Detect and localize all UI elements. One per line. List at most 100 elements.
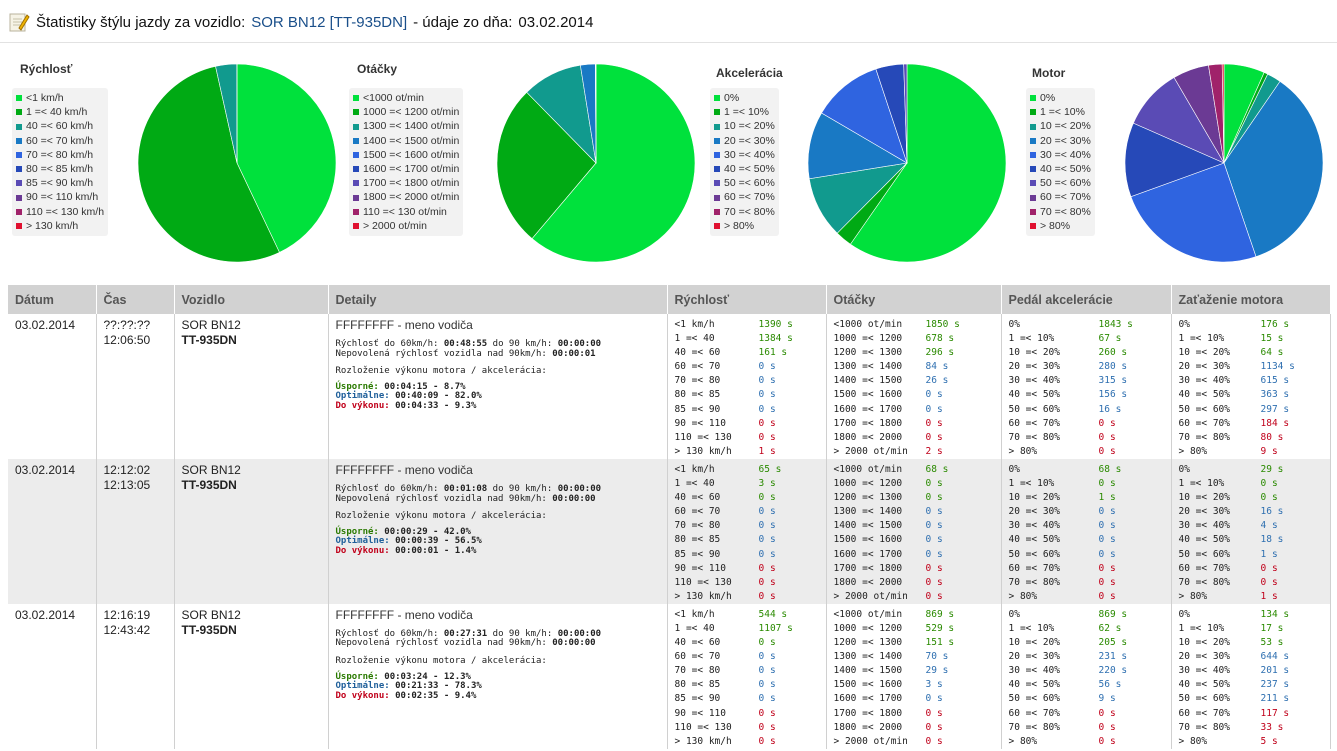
col-header-pedal[interactable]: Pedál akcelerácie [1001, 285, 1172, 314]
legend-item[interactable]: 0% [1030, 91, 1091, 105]
legend-item[interactable]: 110 =< 130 km/h [16, 205, 104, 219]
pie-slice[interactable] [1130, 162, 1257, 263]
legend-label: 60 =< 70 km/h [26, 134, 94, 147]
legend-item[interactable]: <1000 ot/min [353, 91, 459, 105]
legend-item[interactable]: 70 =< 80% [714, 205, 775, 219]
legend-item[interactable]: 10 =< 20% [1030, 119, 1091, 133]
vehicle-link[interactable]: SOR BN12 [TT-935DN] [251, 13, 408, 31]
legend-item[interactable]: 30 =< 40% [1030, 148, 1091, 162]
legend-item[interactable]: 60 =< 70 km/h [16, 134, 104, 148]
cell-time: 12:12:02 12:13:05 [96, 458, 175, 604]
legend-item[interactable]: 70 =< 80% [1030, 205, 1091, 219]
legend-item[interactable]: 1500 =< 1600 ot/min [353, 148, 459, 162]
legend-item[interactable]: 30 =< 40% [714, 148, 775, 162]
legend-item[interactable]: 1000 =< 1200 ot/min [353, 105, 459, 119]
table-row[interactable]: 03.02.2014 12:16:19 12:43:42 SOR BN12 TT-935… [8, 603, 1331, 749]
legend-item[interactable]: 1 =< 10% [1030, 105, 1091, 119]
stat-line: 10 =< 20% 53 s [1179, 636, 1330, 650]
legend-item[interactable]: 90 =< 110 km/h [16, 190, 104, 204]
legend-label: 1500 =< 1600 ot/min [363, 148, 460, 161]
legend-item[interactable]: 20 =< 30% [714, 134, 775, 148]
stat-line: 60 =< 70 0 s [675, 360, 826, 374]
legend-item[interactable]: 40 =< 50% [714, 162, 775, 176]
stat-value: 0 s [925, 389, 943, 401]
vehicle-plate: TT-935DN [181, 477, 237, 492]
stat-line: 0% 869 s [1009, 608, 1171, 622]
legend-item[interactable]: 80 =< 85 km/h [16, 162, 104, 176]
legend-item[interactable]: > 80% [714, 219, 775, 233]
stat-line: 10 =< 20% 1 s [1009, 491, 1171, 505]
legend-item[interactable]: 70 =< 80 km/h [16, 148, 104, 162]
col-header-date[interactable]: Dátum [8, 285, 97, 314]
pie-chart[interactable] [806, 62, 1008, 264]
legend-item[interactable]: 40 =< 60 km/h [16, 119, 104, 133]
pie-slice[interactable] [821, 68, 908, 164]
legend-item[interactable]: > 130 km/h [16, 219, 104, 233]
stat-value: 0 s [758, 375, 776, 387]
pie-chart[interactable] [1123, 62, 1325, 264]
pie-slice[interactable] [1223, 80, 1324, 258]
stat-value: 363 s [1260, 389, 1290, 401]
table-row[interactable]: 03.02.2014 12:12:02 12:13:05 SOR BN12 TT-935… [8, 458, 1331, 604]
pie-slice[interactable] [1221, 63, 1225, 164]
stat-line: 1800 =< 2000 0 s [834, 576, 1001, 590]
legend-item[interactable]: 10 =< 20% [714, 119, 775, 133]
stat-line: 1300 =< 1400 84 s [834, 360, 1001, 374]
legend-item[interactable]: <1 km/h [16, 91, 104, 105]
col-header-load[interactable]: Zaťaženie motora [1171, 285, 1331, 314]
pie-slice[interactable] [236, 63, 337, 253]
legend-item[interactable]: 40 =< 50% [1030, 162, 1091, 176]
stat-range: 40 =< 50% [1008, 389, 1060, 401]
legend-item[interactable]: 20 =< 30% [1030, 134, 1091, 148]
table-row[interactable]: 03.02.2014??:??:?? 12:06:50 SOR BN12 TT-935… [8, 314, 1331, 459]
pie-chart[interactable] [136, 62, 338, 264]
stat-line: 1 =< 10% 17 s [1179, 622, 1330, 636]
legend-item[interactable]: 60 =< 70% [714, 190, 775, 204]
pie-slice[interactable] [137, 65, 280, 263]
pie-slice[interactable] [1124, 122, 1225, 198]
stat-value: 0 s [1098, 445, 1116, 457]
stat-range: 30 =< 40% [1008, 375, 1060, 387]
pie-slice[interactable] [531, 63, 696, 263]
col-header-details[interactable]: Detaily [328, 285, 668, 314]
stat-value: 0 s [758, 520, 776, 532]
col-header-time[interactable]: Čas [96, 285, 175, 314]
stat-value: 1134 s [1260, 361, 1295, 373]
stat-value: 56 s [1098, 679, 1122, 691]
legend-item[interactable]: 1300 =< 1400 ot/min [353, 119, 459, 133]
legend-label: 0% [1040, 92, 1056, 104]
col-header-vehicle[interactable]: Vozidlo [174, 285, 329, 314]
col-header-rpm[interactable]: Otáčky [826, 285, 1002, 314]
pie-slice[interactable] [903, 63, 908, 164]
legend-item[interactable]: > 80% [1030, 219, 1091, 233]
stat-line: > 80% 0 s [1009, 445, 1171, 459]
stat-value: 1 s [758, 445, 776, 457]
legend-item[interactable]: 85 =< 90 km/h [16, 176, 104, 190]
legend-label: 70 =< 80% [724, 205, 775, 218]
pie-chart[interactable] [495, 62, 697, 264]
col-header-speed[interactable]: Rýchlosť [667, 285, 827, 314]
stat-line: 80 =< 85 0 s [675, 388, 826, 402]
legend-item[interactable]: 1400 =< 1500 ot/min [353, 134, 459, 148]
legend-item[interactable]: 0% [714, 91, 775, 105]
legend-swatch [353, 151, 359, 158]
pie-slice[interactable] [496, 91, 597, 240]
legend-label: 40 =< 60 km/h [26, 120, 94, 133]
legend-item[interactable]: 1600 =< 1700 ot/min [353, 162, 459, 176]
legend-item[interactable]: 1 =< 40 km/h [16, 105, 104, 119]
legend-item[interactable]: 1700 =< 1800 ot/min [353, 176, 459, 190]
optimal-label: Optimálne: [335, 391, 390, 402]
pie-slice[interactable] [807, 112, 908, 180]
legend-item[interactable]: 1800 =< 2000 ot/min [353, 190, 459, 204]
legend-item[interactable]: 1 =< 10% [714, 105, 775, 119]
legend-item[interactable]: 50 =< 60% [714, 176, 775, 190]
stat-value: 17 s [1260, 622, 1284, 634]
legend-item[interactable]: > 2000 ot/min [353, 219, 459, 233]
legend-item[interactable]: 110 =< 130 ot/min [353, 205, 459, 219]
legend-item[interactable]: 60 =< 70% [1030, 190, 1091, 204]
stat-line: 50 =< 60% 297 s [1179, 403, 1330, 417]
pie-slice[interactable] [850, 63, 1007, 263]
legend-item[interactable]: 50 =< 60% [1030, 176, 1091, 190]
stat-line: > 130 km/h 1 s [675, 445, 826, 459]
